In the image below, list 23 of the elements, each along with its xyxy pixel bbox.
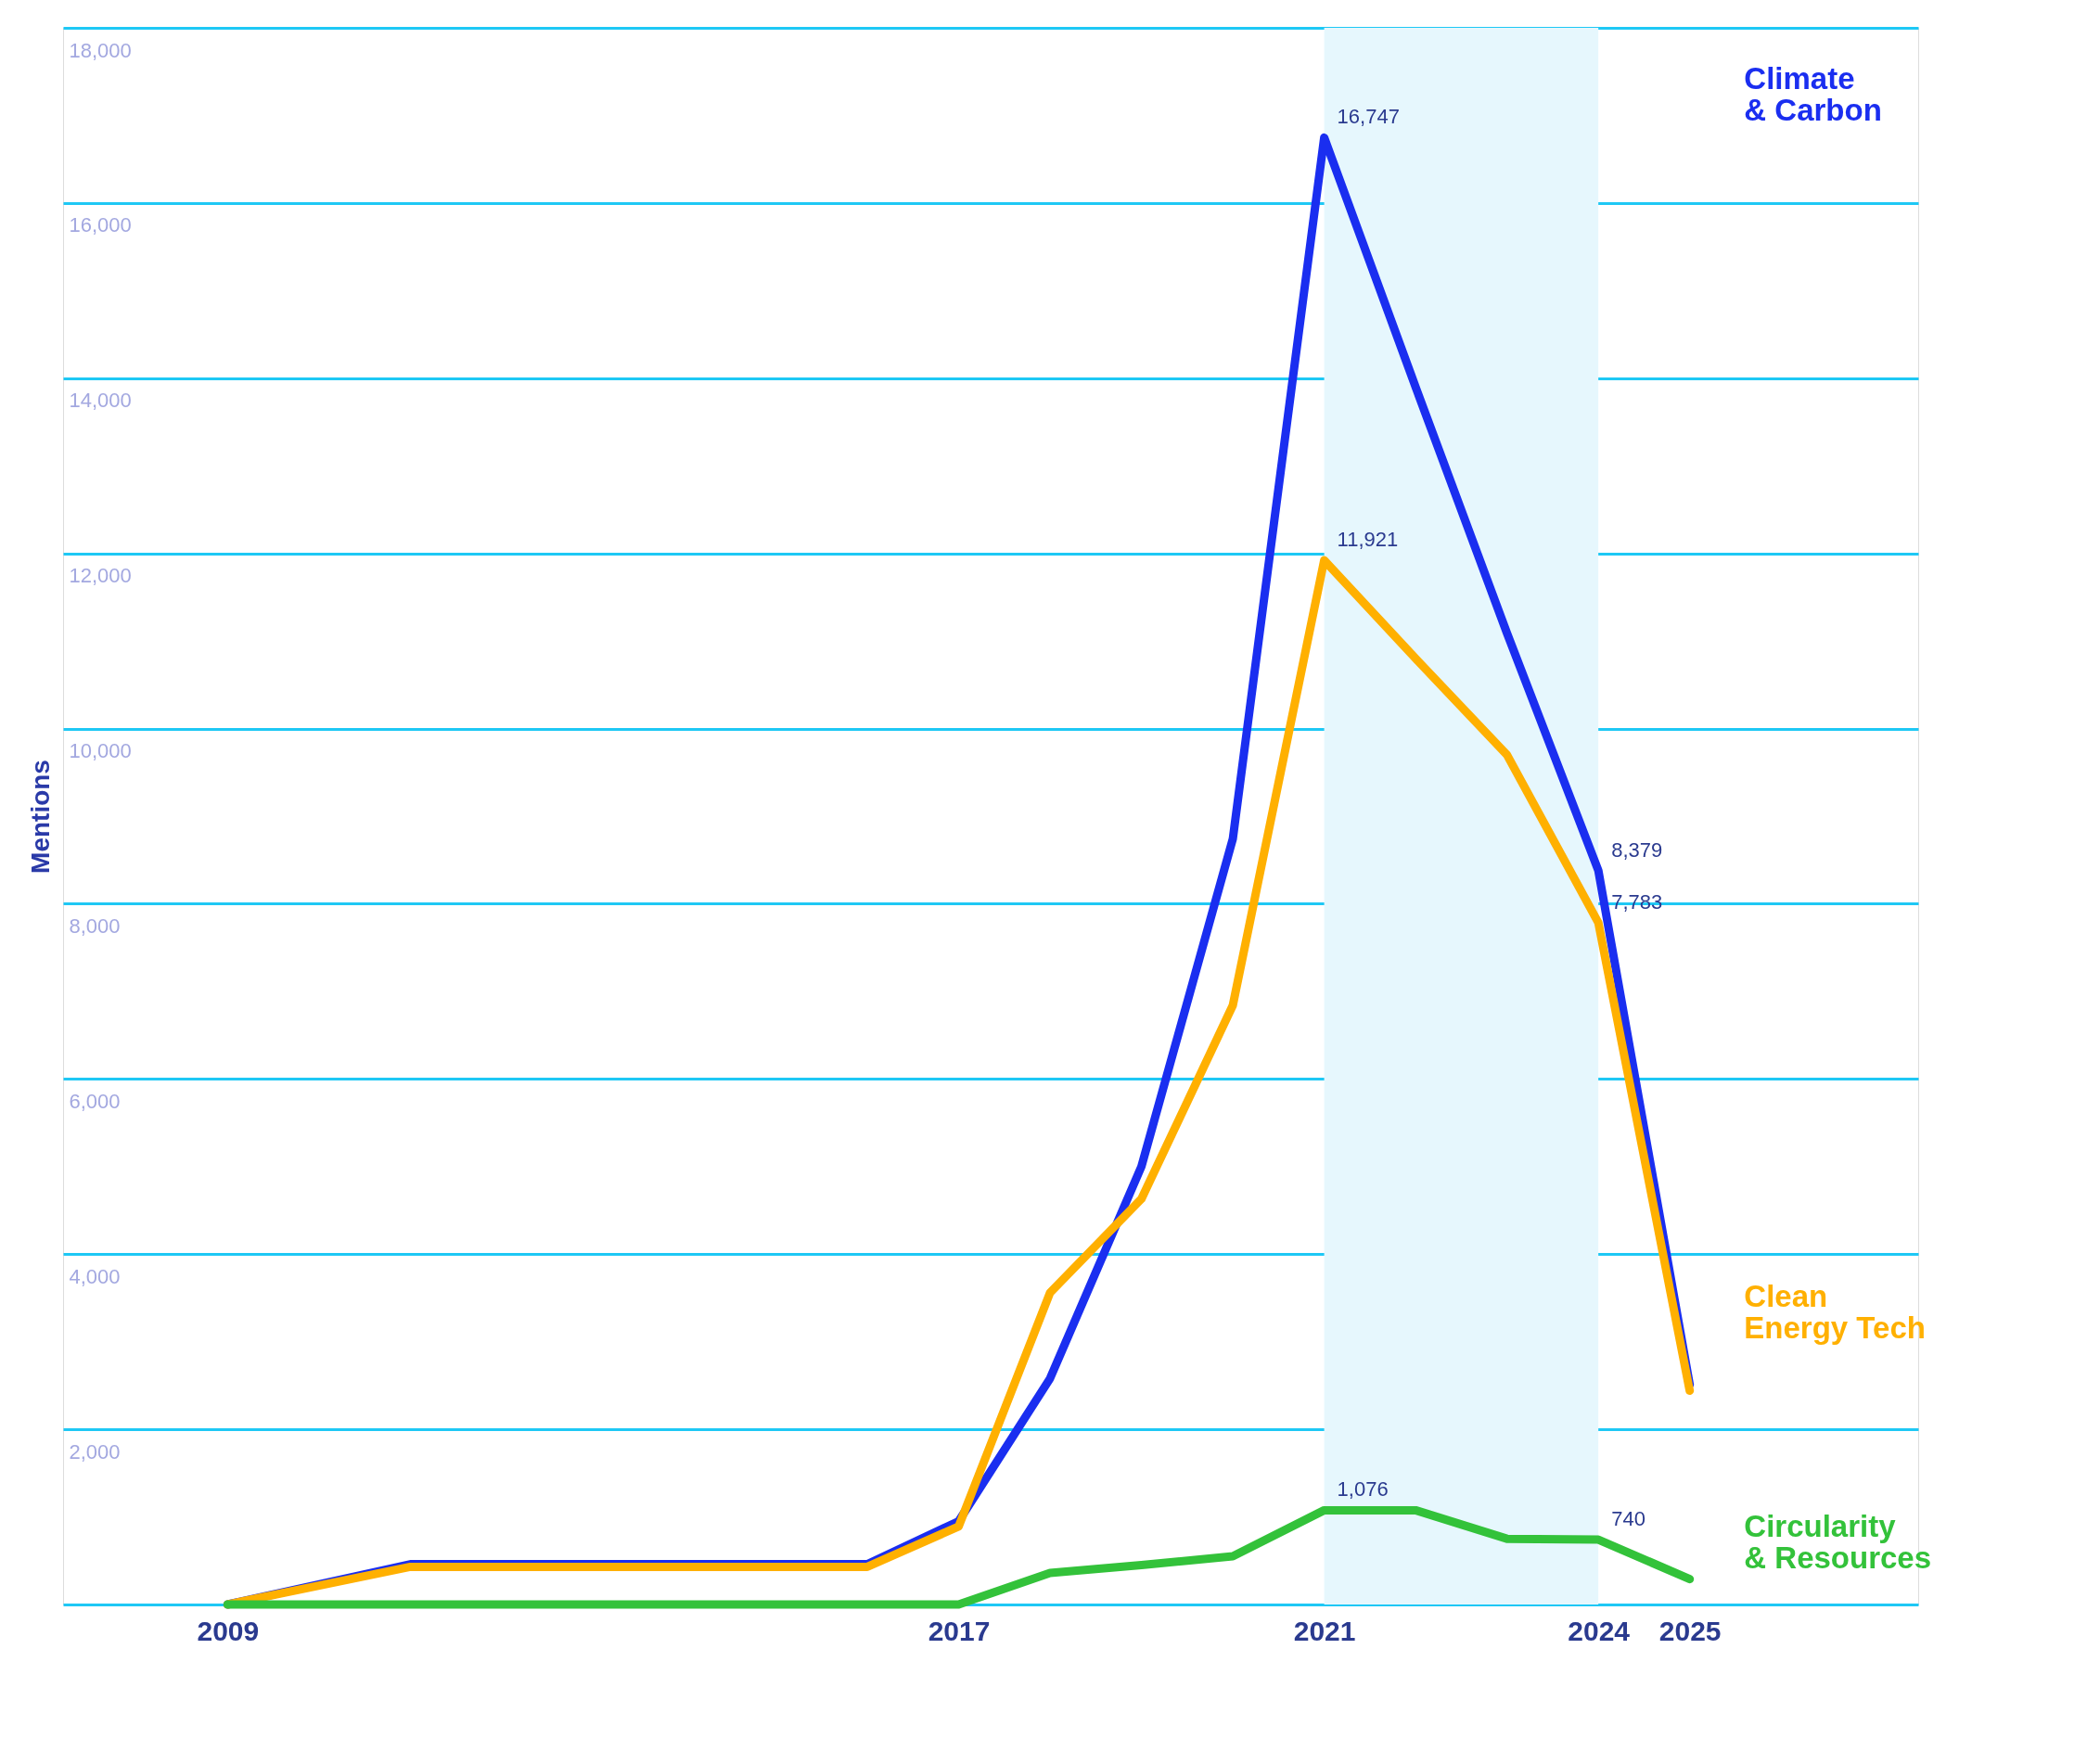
y-tick-label: 4,000 [69,1264,121,1288]
text: Climate & Carbon [1744,61,1882,127]
text: Clean Energy Tech [1744,1279,1926,1346]
x-tick-label: 2009 [197,1615,260,1646]
y-tick-label: 18,000 [69,38,132,62]
y-tick-label: 8,000 [69,914,121,938]
y-tick-label: 2,000 [69,1439,121,1464]
y-tick-label: 12,000 [69,564,132,588]
data-label: 1,076 [1337,1477,1389,1502]
y-tick-label: 10,000 [69,739,132,763]
y-axis-title: Mentions [25,760,55,874]
y-tick-label: 16,000 [69,213,132,237]
x-tick-label: 2021 [1293,1615,1356,1646]
y-tick-label: 14,000 [69,389,132,413]
data-label: 11,921 [1337,528,1399,552]
data-label: 16,747 [1337,105,1400,129]
data-label: 740 [1611,1507,1645,1531]
data-label: 8,379 [1611,837,1663,862]
x-tick-label: 2017 [928,1615,991,1646]
y-tick-label: 6,000 [69,1089,121,1113]
x-tick-label: 2025 [1658,1615,1722,1646]
x-tick-label: 2024 [1568,1615,1631,1646]
series-label: Circularity & Resources [1744,1508,1932,1575]
